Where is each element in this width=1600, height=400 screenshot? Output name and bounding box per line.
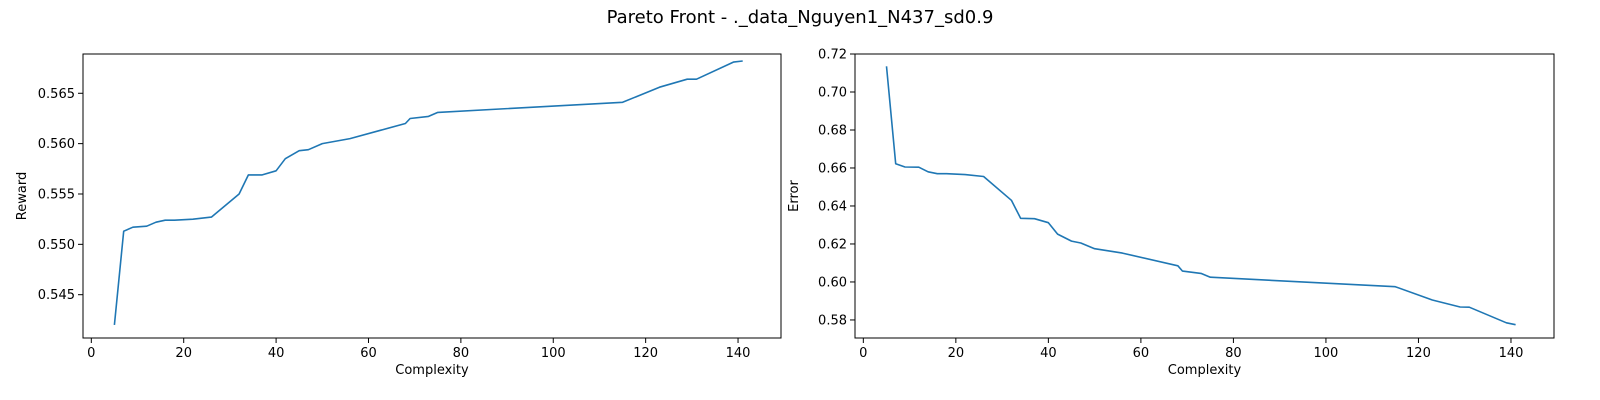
error-y-tick-label: 0.72	[818, 48, 847, 63]
error-x-tick-label: 100	[1314, 346, 1339, 361]
error-y-axis-label: Error	[787, 180, 802, 212]
error-series-line	[885, 66, 1516, 326]
reward-x-axis-label: Complexity	[395, 363, 469, 378]
reward-y-axis-label: Reward	[15, 172, 30, 220]
error-plot: 0 20 40 60 80 100 120 140 0.58 0.60 0.62 0.64 0.66 0.…	[787, 48, 1555, 378]
reward-x-tick-label: 0	[87, 346, 95, 361]
error-y-tick-label: 0.70	[818, 85, 847, 100]
reward-series-line	[113, 60, 743, 325]
error-axes-frame	[854, 53, 1555, 339]
reward-x-tick-label: 100	[541, 346, 566, 361]
error-x-tick-label: 80	[1225, 346, 1242, 361]
reward-y-tick-label: 0.555	[38, 187, 75, 202]
error-y-tick-label: 0.68	[818, 123, 847, 138]
error-x-tick-label: 140	[1499, 346, 1524, 361]
error-y-tick-label: 0.66	[818, 161, 847, 176]
reward-y-tick-label: 0.565	[38, 87, 75, 102]
error-y-tick-label: 0.64	[818, 199, 847, 214]
error-x-tick-label: 40	[1040, 346, 1057, 361]
reward-axes-frame	[82, 53, 782, 339]
reward-y-tick-label: 0.550	[38, 238, 75, 253]
error-x-tick-label: 60	[1133, 346, 1150, 361]
reward-y-tick-label: 0.545	[38, 288, 75, 303]
figure-title: Pareto Front - ._data_Nguyen1_N437_sd0.9	[607, 7, 994, 28]
reward-x-tick-label: 80	[453, 346, 470, 361]
reward-x-tick-label: 20	[175, 346, 192, 361]
reward-y-tick-label: 0.560	[38, 137, 75, 152]
error-x-tick-label: 120	[1406, 346, 1431, 361]
reward-plot: 0 20 40 60 80 100 120 140 0.545 0.550 0.555 0.560 0.…	[15, 53, 782, 378]
error-y-tick-label: 0.60	[818, 275, 847, 290]
error-x-tick-label: 20	[948, 346, 965, 361]
reward-x-tick-label: 120	[633, 346, 658, 361]
reward-x-tick-label: 60	[360, 346, 377, 361]
error-x-tick-label: 0	[859, 346, 867, 361]
reward-x-tick-label: 40	[268, 346, 285, 361]
error-x-axis-label: Complexity	[1168, 363, 1242, 378]
error-y-tick-label: 0.58	[818, 313, 847, 328]
reward-x-tick-label: 140	[726, 346, 751, 361]
error-y-tick-label: 0.62	[818, 237, 847, 252]
